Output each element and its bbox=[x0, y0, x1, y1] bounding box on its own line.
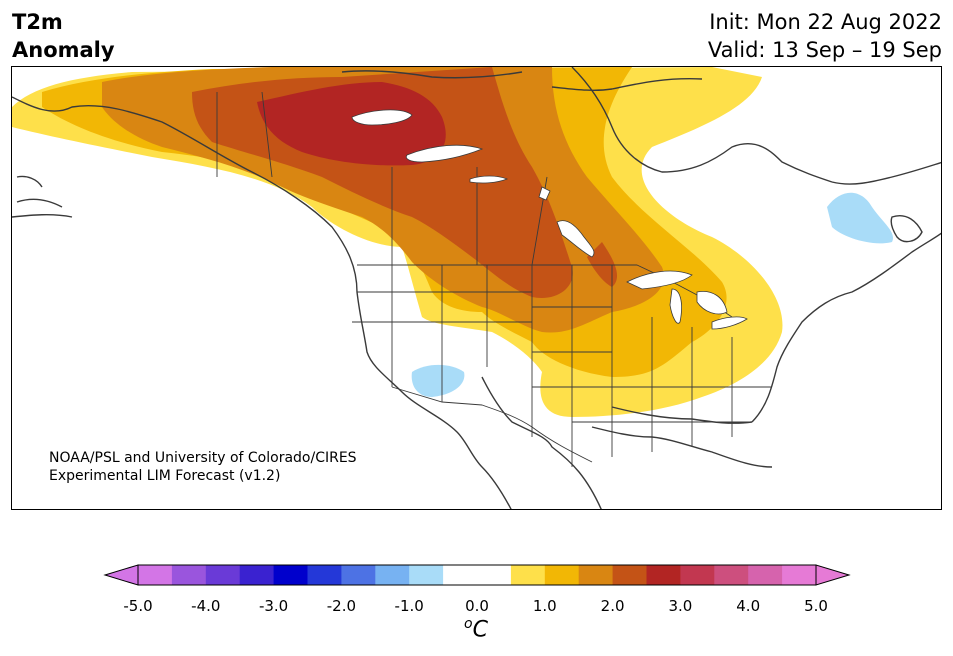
west-coast bbox=[12, 96, 512, 509]
colorbar-bin bbox=[612, 565, 647, 585]
map-title: T2m Anomaly bbox=[12, 8, 115, 64]
colorbar-bin bbox=[714, 565, 749, 585]
colorbar-bin bbox=[273, 565, 308, 585]
colorbar-bin bbox=[646, 565, 681, 585]
east-coast bbox=[751, 232, 941, 423]
lake-superior bbox=[626, 270, 693, 290]
credit-text: NOAA/PSL and University of Colorado/CIRE… bbox=[49, 449, 357, 485]
colorbar-bin bbox=[138, 565, 173, 585]
colorbar-tick-label: 4.0 bbox=[736, 597, 761, 615]
colorbar-bin bbox=[578, 565, 614, 585]
lakes bbox=[351, 109, 748, 330]
title-line-2: Anomaly bbox=[12, 38, 115, 62]
mexico-coast bbox=[481, 376, 773, 509]
colorbar-tick-label: -1.0 bbox=[394, 597, 424, 615]
anomaly-hook-plus-2-0 bbox=[587, 242, 618, 287]
cool-anomaly-quebec bbox=[827, 192, 893, 244]
labrador-coast bbox=[831, 161, 941, 185]
colorbar-tick-label: 2.0 bbox=[600, 597, 625, 615]
lake-michigan bbox=[669, 288, 682, 324]
reindeer-lake bbox=[538, 186, 551, 201]
lake-huron bbox=[696, 290, 728, 315]
colorbar-tick-label: -2.0 bbox=[326, 597, 357, 615]
colorbar-bin bbox=[782, 565, 817, 585]
colorbar-tick-label: 0.0 bbox=[465, 597, 489, 615]
colorbar-bin bbox=[171, 565, 207, 585]
colorbar-bins bbox=[138, 565, 817, 585]
colorbar-bin bbox=[307, 565, 342, 585]
colorbar-bin bbox=[477, 565, 512, 585]
arctic-coast bbox=[341, 70, 703, 91]
colorbar-tick-label: -4.0 bbox=[191, 597, 221, 615]
colorbar-bin bbox=[239, 565, 275, 585]
hudson-bay-coast bbox=[571, 67, 833, 183]
credit-line-1: NOAA/PSL and University of Colorado/CIRE… bbox=[49, 450, 357, 466]
province-borders bbox=[216, 91, 548, 266]
unit-celsius: C bbox=[472, 617, 488, 643]
colorbar-bin bbox=[510, 565, 546, 585]
unit-label: oC bbox=[464, 616, 488, 642]
anomaly-band-plus-2-5 bbox=[257, 82, 446, 166]
colorbar-bin bbox=[443, 565, 478, 585]
colorbar-bin bbox=[341, 565, 376, 585]
newfoundland-outline bbox=[890, 215, 923, 243]
credit-line-2: Experimental LIM Forecast (v1.2) bbox=[49, 468, 281, 484]
colorbar-bin bbox=[748, 565, 783, 585]
lake-erie bbox=[711, 316, 748, 330]
title-line-1: T2m bbox=[12, 10, 63, 34]
colorbar-bin bbox=[409, 565, 444, 585]
lake-winnipeg bbox=[556, 220, 595, 258]
pacific-islands bbox=[12, 175, 73, 218]
anomaly-map: NOAA/PSL and University of Colorado/CIRE… bbox=[11, 66, 942, 510]
lake-athabasca bbox=[469, 175, 509, 184]
valid-range: Valid: 13 Sep – 19 Sep bbox=[707, 38, 942, 62]
state-borders bbox=[352, 265, 772, 467]
coastlines bbox=[12, 67, 941, 509]
colorbar-tick-label: -3.0 bbox=[258, 597, 289, 615]
unit-degree: o bbox=[464, 616, 473, 632]
colorbar-bin bbox=[544, 565, 580, 585]
great-slave-lake bbox=[405, 144, 484, 163]
great-bear-lake bbox=[351, 109, 413, 126]
init-date: Init: Mon 22 Aug 2022 bbox=[709, 10, 942, 34]
map-canvas bbox=[12, 67, 941, 509]
colorbar-bin bbox=[205, 565, 241, 585]
colorbar-tick-label: 3.0 bbox=[668, 597, 693, 615]
colorbar-outline bbox=[137, 564, 817, 586]
colorbar-under-arrow bbox=[103, 564, 139, 586]
colorbar-tick-label: 5.0 bbox=[804, 597, 828, 615]
cool-anomaly-southwest bbox=[411, 364, 465, 397]
colorbar-bin bbox=[680, 565, 715, 585]
forecast-dates: Init: Mon 22 Aug 2022 Valid: 13 Sep – 19… bbox=[708, 8, 942, 64]
anomaly-shading bbox=[12, 67, 893, 417]
colorbar-tick-label: -5.0 bbox=[123, 597, 153, 615]
colorbar-bin bbox=[375, 565, 410, 585]
colorbar-over-arrow bbox=[815, 564, 851, 586]
colorbar-tick-label: 1.0 bbox=[532, 597, 557, 615]
